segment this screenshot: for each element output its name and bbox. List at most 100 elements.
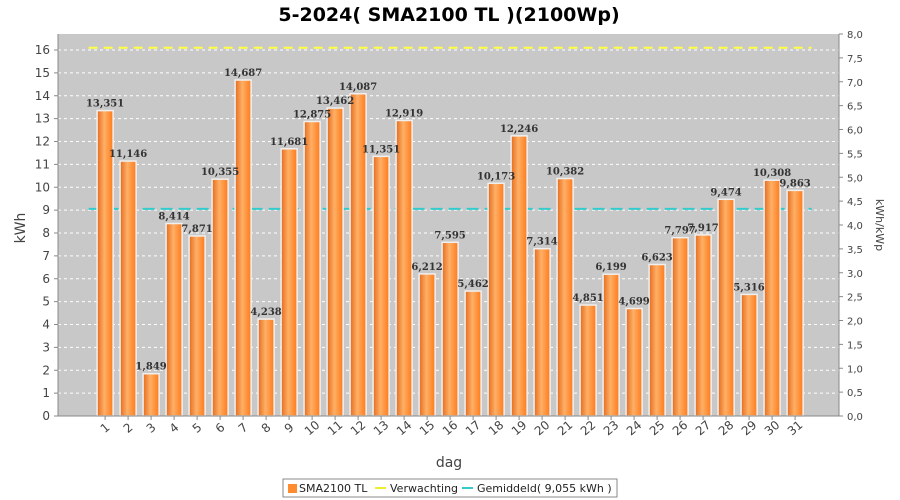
bar[interactable] bbox=[234, 79, 252, 417]
legend-label-bar: SMA2100 TL bbox=[299, 482, 368, 495]
bar[interactable] bbox=[671, 236, 689, 417]
y2-tick-label: 3,0 bbox=[847, 269, 863, 280]
y2-axis-ticks: 0,0 0,5 1,0 1,5 2,0 2,5 3,0 3,5 4,0 4,5 5,0 5,5 6,0 6… bbox=[839, 30, 863, 423]
bar[interactable] bbox=[257, 318, 275, 417]
x-tick-label: 28 bbox=[716, 418, 737, 439]
y2-tick-label: 7,5 bbox=[847, 54, 863, 65]
bar[interactable] bbox=[395, 119, 413, 417]
data-label: 9,474 bbox=[710, 187, 741, 198]
y2-tick-label: 4,0 bbox=[847, 221, 863, 232]
x-tick-label: 24 bbox=[624, 418, 645, 439]
legend: SMA2100 TL Verwachting Gemiddeld( 9,055 … bbox=[282, 478, 618, 498]
y2-tick-label: 6,0 bbox=[847, 126, 863, 137]
x-tick-label: 26 bbox=[670, 418, 691, 439]
y2-tick-label: 1,5 bbox=[847, 340, 863, 351]
bar[interactable] bbox=[165, 222, 183, 417]
data-label: 7,595 bbox=[434, 230, 465, 241]
y-tick-label: 1 bbox=[42, 386, 50, 400]
data-label: 7,314 bbox=[526, 237, 557, 248]
legend-box bbox=[282, 478, 618, 498]
bar[interactable] bbox=[717, 198, 735, 417]
data-label: 12,919 bbox=[385, 108, 423, 119]
bar[interactable] bbox=[211, 178, 229, 417]
data-label: 14,687 bbox=[224, 68, 262, 79]
data-label: 10,308 bbox=[753, 168, 791, 179]
legend-label-expected: Verwachting bbox=[390, 482, 458, 495]
y-tick-label: 2 bbox=[42, 363, 50, 377]
bar[interactable] bbox=[579, 304, 597, 417]
data-label: 13,462 bbox=[316, 96, 354, 107]
x-tick-label: 7 bbox=[236, 420, 251, 436]
x-tick-label: 2 bbox=[121, 420, 136, 436]
y2-tick-label: 4,5 bbox=[847, 197, 863, 208]
legend-label-average: Gemiddeld( 9,055 kWh ) bbox=[477, 482, 612, 495]
x-tick-label: 9 bbox=[282, 420, 297, 436]
x-tick-label: 20 bbox=[532, 418, 553, 439]
y-tick-label: 15 bbox=[35, 66, 50, 80]
bar[interactable] bbox=[326, 107, 344, 417]
x-axis-label: dag bbox=[436, 455, 462, 471]
y-tick-label: 10 bbox=[35, 180, 50, 194]
x-tick-label: 22 bbox=[578, 418, 599, 439]
x-tick-label: 31 bbox=[785, 418, 806, 439]
x-tick-label: 14 bbox=[394, 418, 415, 439]
bar[interactable] bbox=[533, 247, 551, 417]
data-label: 12,875 bbox=[293, 109, 331, 120]
data-label: 11,681 bbox=[270, 137, 308, 148]
bar[interactable] bbox=[740, 293, 758, 417]
bar[interactable] bbox=[188, 235, 206, 417]
data-label: 4,699 bbox=[618, 297, 649, 308]
bar[interactable] bbox=[418, 273, 436, 417]
y-tick-label: 4 bbox=[42, 318, 50, 332]
y2-tick-label: 0,0 bbox=[847, 412, 863, 423]
bar[interactable] bbox=[786, 189, 804, 417]
y2-tick-label: 6,5 bbox=[847, 102, 863, 113]
bar[interactable] bbox=[372, 155, 390, 417]
y-tick-label: 7 bbox=[42, 249, 50, 263]
y-tick-label: 8 bbox=[42, 226, 50, 240]
bar[interactable] bbox=[763, 179, 781, 417]
bar[interactable] bbox=[556, 177, 574, 417]
bar[interactable] bbox=[349, 93, 367, 417]
data-label: 6,212 bbox=[411, 262, 442, 273]
y2-tick-label: 2,0 bbox=[847, 317, 863, 328]
x-tick-label: 23 bbox=[601, 418, 622, 439]
bar[interactable] bbox=[303, 120, 321, 417]
x-tick-label: 4 bbox=[167, 420, 182, 436]
bar[interactable] bbox=[694, 234, 712, 417]
bar[interactable] bbox=[464, 290, 482, 417]
data-label: 4,238 bbox=[250, 307, 281, 318]
data-label: 1,849 bbox=[135, 362, 166, 373]
x-tick-label: 10 bbox=[302, 418, 323, 439]
y-axis-label: kWh bbox=[13, 213, 29, 244]
y-tick-label: 16 bbox=[35, 43, 50, 57]
bar[interactable] bbox=[441, 241, 459, 417]
x-tick-label: 25 bbox=[647, 418, 668, 439]
y-tick-label: 14 bbox=[35, 89, 50, 103]
y2-axis-label: kWh/kWp bbox=[873, 199, 886, 251]
y-tick-label: 5 bbox=[42, 295, 50, 309]
data-label: 5,462 bbox=[457, 279, 488, 290]
bar[interactable] bbox=[142, 372, 160, 417]
bar[interactable] bbox=[625, 307, 643, 417]
y-tick-label: 12 bbox=[35, 135, 50, 149]
bar[interactable] bbox=[119, 160, 137, 417]
y-tick-label: 0 bbox=[42, 409, 50, 423]
x-tick-label: 16 bbox=[440, 418, 461, 439]
bar[interactable] bbox=[487, 182, 505, 417]
y2-tick-label: 3,5 bbox=[847, 245, 863, 256]
data-label: 14,087 bbox=[339, 82, 377, 93]
x-tick-label: 12 bbox=[348, 418, 369, 439]
data-label: 4,851 bbox=[572, 293, 603, 304]
y-tick-label: 6 bbox=[42, 272, 50, 286]
bar-series bbox=[96, 79, 804, 417]
data-label: 10,355 bbox=[201, 167, 239, 178]
bar[interactable] bbox=[280, 148, 298, 417]
data-label: 11,351 bbox=[362, 144, 400, 155]
data-label: 12,246 bbox=[500, 124, 538, 135]
x-tick-label: 15 bbox=[417, 418, 438, 439]
bar[interactable] bbox=[648, 263, 666, 417]
bar[interactable] bbox=[602, 273, 620, 417]
